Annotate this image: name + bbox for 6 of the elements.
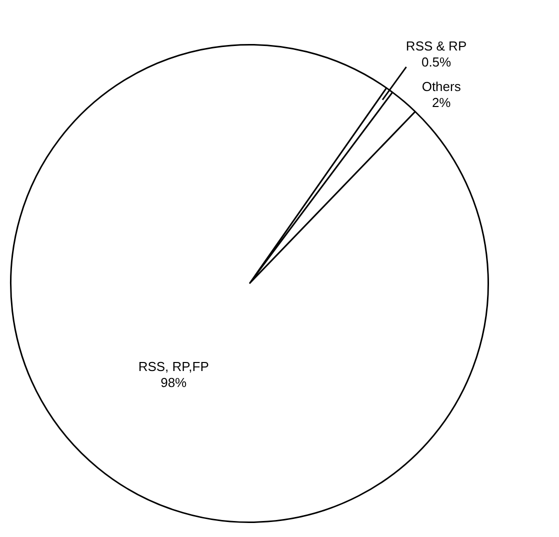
slice-label: RSS & RP (406, 38, 467, 54)
data-label: 2% (432, 95, 452, 110)
slice-label: Others (422, 79, 462, 94)
data-label: 0.5% (421, 54, 452, 70)
data-label: 98% (160, 375, 188, 390)
slice-label: RSS, RP,FP (138, 359, 209, 374)
